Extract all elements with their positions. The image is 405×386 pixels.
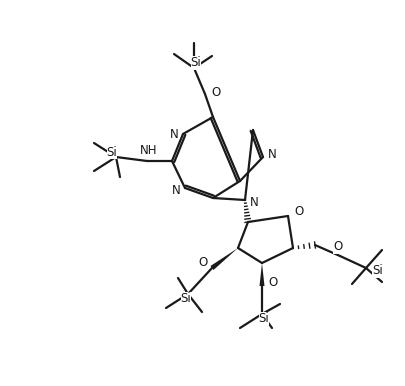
Text: N: N: [172, 183, 181, 196]
Text: Si: Si: [180, 293, 191, 305]
Text: N: N: [170, 127, 179, 141]
Polygon shape: [210, 248, 237, 270]
Text: O: O: [198, 256, 207, 269]
Text: Si: Si: [371, 264, 382, 278]
Text: O: O: [211, 86, 220, 98]
Text: O: O: [267, 276, 277, 290]
Text: NH: NH: [140, 144, 158, 157]
Text: Si: Si: [107, 146, 117, 159]
Text: N: N: [249, 196, 258, 210]
Text: O: O: [293, 205, 303, 218]
Text: O: O: [333, 240, 342, 254]
Text: N: N: [267, 149, 276, 161]
Polygon shape: [259, 263, 264, 286]
Text: Si: Si: [258, 313, 269, 325]
Text: Si: Si: [190, 56, 201, 69]
